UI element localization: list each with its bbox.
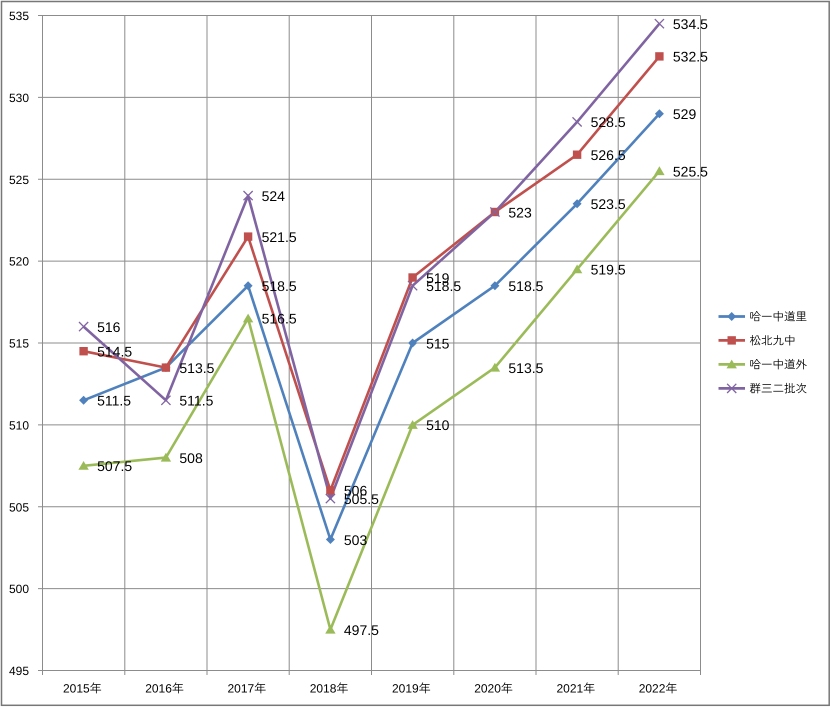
- svg-text:2021: 2021: [557, 682, 584, 696]
- svg-text:520: 520: [9, 255, 29, 269]
- svg-text:508: 508: [179, 450, 203, 466]
- svg-text:513.5: 513.5: [179, 360, 214, 376]
- svg-text:2022: 2022: [639, 682, 666, 696]
- svg-text:497.5: 497.5: [344, 622, 379, 638]
- svg-text:2019: 2019: [392, 682, 419, 696]
- svg-text:506: 506: [344, 483, 368, 499]
- svg-text:523: 523: [508, 204, 532, 220]
- svg-text:511.5: 511.5: [179, 393, 213, 409]
- svg-text:515: 515: [9, 337, 29, 351]
- svg-text:507.5: 507.5: [97, 458, 132, 474]
- svg-text:529: 529: [673, 106, 697, 122]
- svg-text:503: 503: [344, 532, 368, 548]
- svg-text:515: 515: [426, 335, 450, 351]
- svg-text:521.5: 521.5: [262, 229, 297, 245]
- svg-text:495: 495: [9, 664, 29, 678]
- svg-text:518.5: 518.5: [508, 278, 543, 294]
- svg-text:526.5: 526.5: [591, 147, 626, 163]
- svg-text:516.5: 516.5: [262, 311, 297, 327]
- svg-text:535: 535: [9, 9, 29, 23]
- svg-text:510: 510: [426, 417, 450, 433]
- svg-text:528.5: 528.5: [591, 114, 626, 130]
- svg-text:518.5: 518.5: [262, 278, 297, 294]
- svg-text:500: 500: [9, 582, 29, 596]
- svg-text:519.5: 519.5: [591, 262, 626, 278]
- svg-text:532.5: 532.5: [673, 49, 708, 65]
- svg-text:511.5: 511.5: [97, 393, 131, 409]
- svg-text:514.5: 514.5: [97, 344, 132, 360]
- svg-text:525: 525: [9, 173, 29, 187]
- svg-text:513.5: 513.5: [508, 360, 543, 376]
- svg-text:505: 505: [9, 500, 29, 514]
- svg-text:523.5: 523.5: [591, 196, 626, 212]
- svg-text:525.5: 525.5: [673, 163, 708, 179]
- svg-text:518.5: 518.5: [426, 278, 461, 294]
- svg-text:534.5: 534.5: [673, 16, 708, 32]
- svg-text:2016: 2016: [145, 682, 172, 696]
- svg-text:505.5: 505.5: [344, 491, 379, 507]
- svg-text:524: 524: [262, 188, 286, 204]
- svg-text:2017: 2017: [228, 682, 255, 696]
- svg-text:2015: 2015: [63, 682, 90, 696]
- svg-text:519: 519: [426, 270, 450, 286]
- svg-text:2020: 2020: [474, 682, 501, 696]
- svg-text:516: 516: [97, 319, 121, 335]
- svg-text:530: 530: [9, 91, 29, 105]
- svg-text:2018: 2018: [310, 682, 337, 696]
- svg-text:510: 510: [9, 419, 29, 433]
